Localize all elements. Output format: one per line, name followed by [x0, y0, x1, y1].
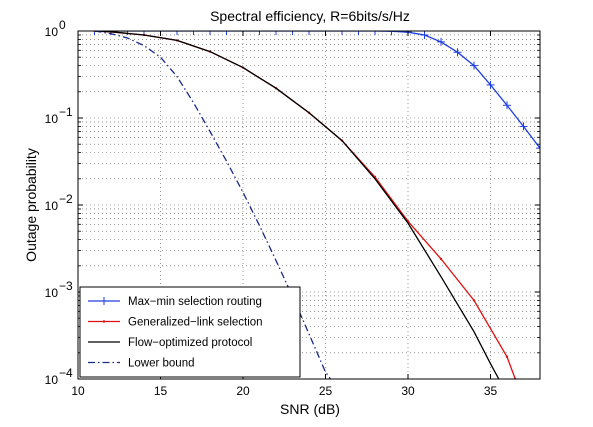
y-tick-label-exponent: −1	[59, 105, 73, 119]
data-point	[505, 355, 509, 358]
x-tick-label: 20	[236, 384, 250, 398]
series-line	[94, 31, 332, 379]
y-tick-label: 10	[45, 199, 59, 213]
y-tick-label-exponent: −3	[59, 279, 73, 293]
x-tick-label: 35	[484, 384, 498, 398]
legend-label: Flow−optimized protocol	[128, 337, 252, 349]
x-tick-label: 25	[319, 384, 333, 398]
chart-title: Spectral efficiency, R=6bits/s/Hz	[210, 8, 410, 24]
y-tick-label: 10	[45, 25, 59, 39]
y-tick-label-exponent: −2	[59, 192, 73, 206]
legend-item: Max−min selection routing	[88, 296, 262, 308]
y-tick-label-exponent: 0	[59, 18, 66, 32]
data-point	[102, 320, 106, 323]
x-tick-label: 10	[71, 384, 85, 398]
y-tick-label-exponent: −4	[59, 366, 73, 380]
x-tick-label: 30	[401, 384, 415, 398]
data-point	[472, 299, 476, 302]
legend-label: Lower bound	[128, 358, 195, 370]
series-lower-bound	[94, 31, 332, 379]
x-tick-label: 15	[154, 384, 168, 398]
y-axis-label: Outage probability	[23, 148, 39, 262]
legend-item: Lower bound	[88, 358, 195, 370]
legend-item: Flow−optimized protocol	[88, 337, 252, 349]
legend-label: Generalized−link selection	[128, 317, 263, 329]
y-tick-label: 10	[45, 373, 59, 387]
data-point	[439, 257, 443, 261]
legend-label: Max−min selection routing	[128, 296, 262, 308]
legend-box	[79, 286, 301, 378]
legend-item: Generalized−link selection	[88, 317, 263, 329]
series-flow-optimized-protocol	[94, 31, 500, 379]
legend: Max−min selection routing Generalized−lin…	[79, 286, 301, 378]
series-line	[94, 31, 540, 149]
y-tick-label: 10	[45, 286, 59, 300]
series-line	[94, 31, 500, 379]
y-tick-label: 10	[45, 112, 59, 126]
grid	[78, 31, 540, 379]
x-axis-label: SNR (dB)	[280, 401, 340, 417]
